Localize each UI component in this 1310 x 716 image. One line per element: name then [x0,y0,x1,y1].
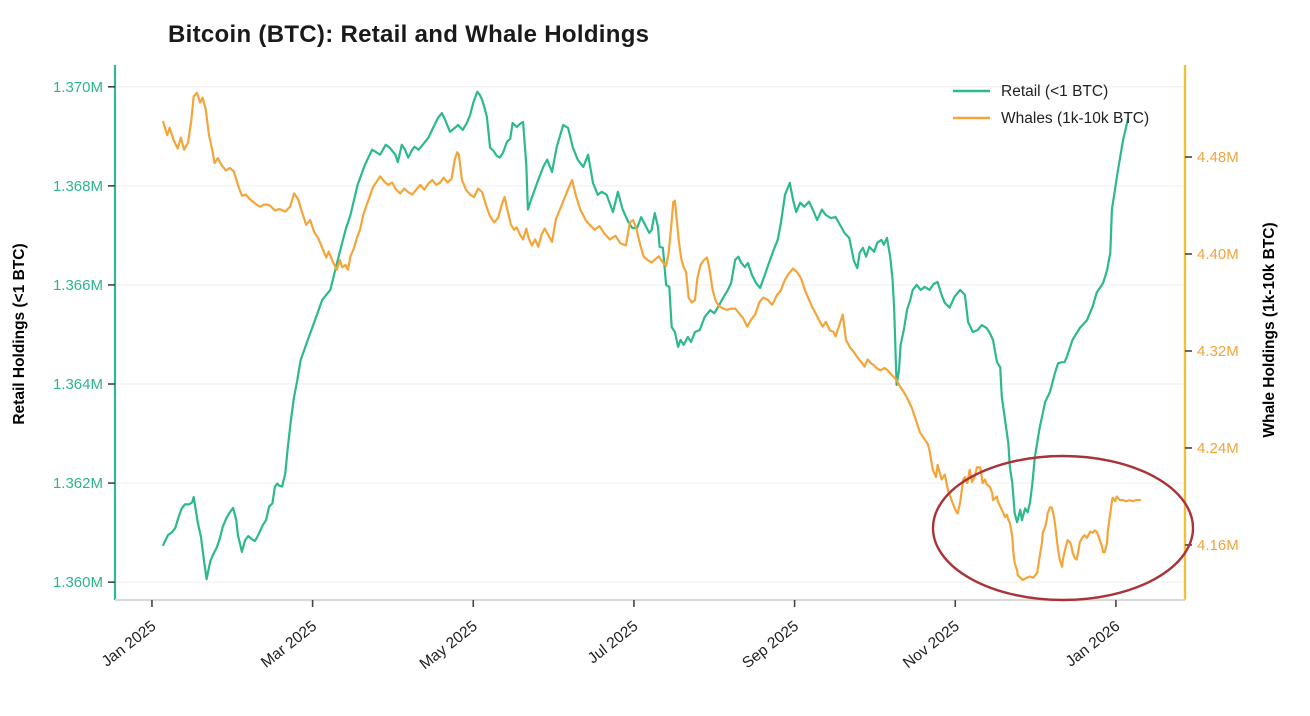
x-tick-label: Jul 2025 [585,618,642,667]
left-tick-label: 1.368M [53,178,103,195]
x-tick-label: Nov 2025 [900,618,963,672]
left-tick-label: 1.362M [53,475,103,492]
right-tick-label: 4.24M [1197,440,1239,457]
series-lines [162,90,1142,582]
retail-series-line [162,90,1130,581]
x-tick-label: May 2025 [417,618,481,673]
legend: Retail (<1 BTC) Whales (1k-10k BTC) [953,83,1149,127]
left-tick-label: 1.366M [53,277,103,294]
right-tick-label: 4.16M [1197,537,1239,554]
legend-label-retail: Retail (<1 BTC) [1001,83,1108,100]
legend-label-whales: Whales (1k-10k BTC) [1001,110,1149,127]
annotation-ellipse [931,454,1195,602]
left-tick-label: 1.370M [53,79,103,96]
left-tick-label: 1.364M [53,376,103,393]
right-tick-label: 4.40M [1197,246,1239,263]
x-tick-label: Jan 2025 [99,618,160,671]
axes: 1.370M 1.368M 1.366M 1.364M 1.362M 1.360M 4.48… [53,65,1239,673]
x-tick-label: Jan 2026 [1063,618,1124,671]
right-tick-label: 4.32M [1197,343,1239,360]
right-axis-title: Whale Holdings (1k-10k BTC) [1261,222,1278,437]
gridlines [115,86,1185,583]
right-tick-label: 4.48M [1197,149,1239,166]
left-tick-label: 1.360M [53,574,103,591]
x-tick-label: Sep 2025 [739,618,802,672]
whales-series-line [162,91,1142,582]
chart-title: Bitcoin (BTC): Retail and Whale Holdings [168,21,649,48]
x-tick-label: Mar 2025 [258,618,320,672]
left-axis-title: Retail Holdings (<1 BTC) [11,243,28,424]
